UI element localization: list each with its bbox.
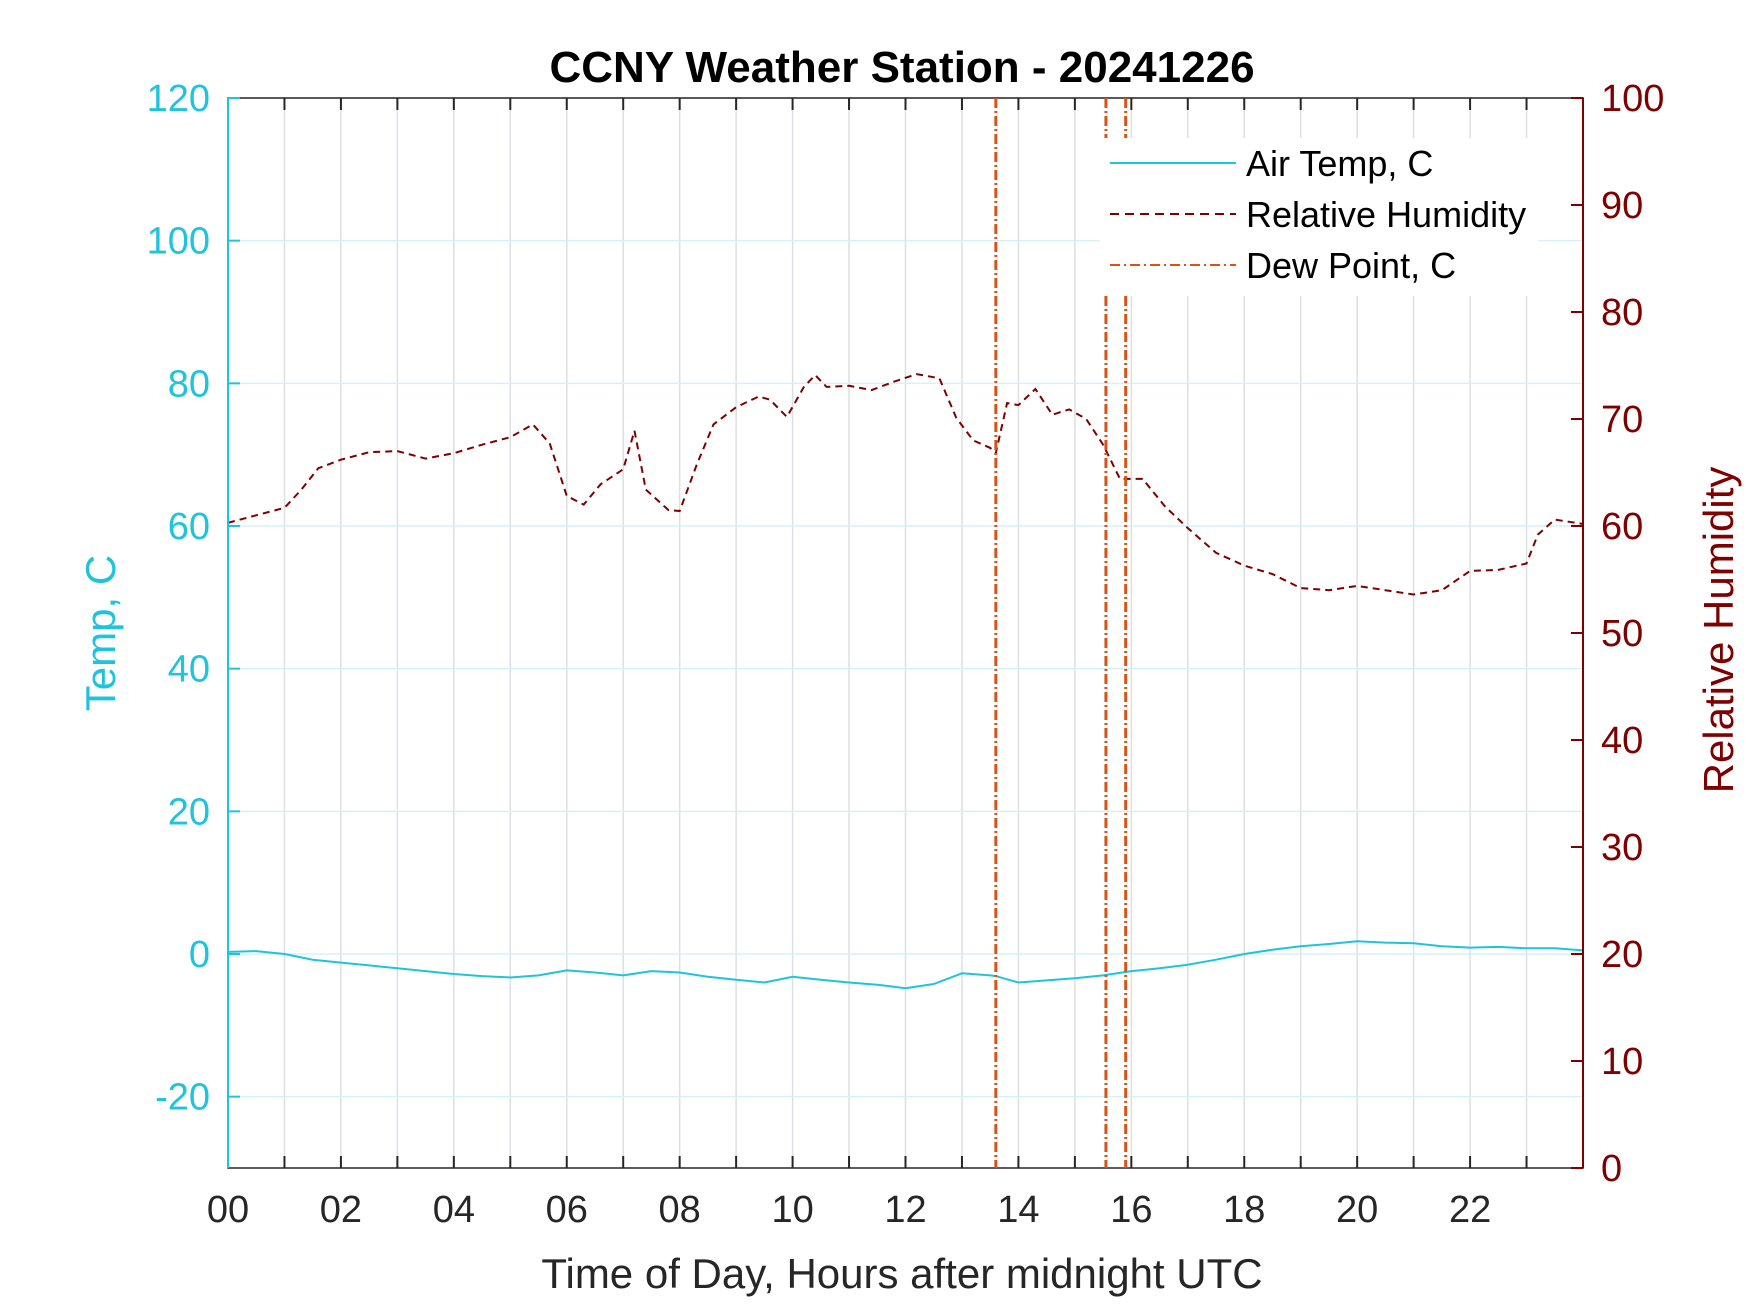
right-axis-tick-label: 30 <box>1601 827 1643 869</box>
x-axis-tick-label: 18 <box>1223 1189 1265 1231</box>
right-axis-tick-label: 20 <box>1601 934 1643 976</box>
right-axis-tick-label: 0 <box>1601 1148 1622 1190</box>
legend-label-air-temp: Air Temp, C <box>1246 143 1433 184</box>
left-axis-tick-label: 60 <box>168 506 210 548</box>
x-axis-tick-label: 14 <box>997 1189 1039 1231</box>
left-axis-tick-label: 40 <box>168 649 210 691</box>
vertical-grid <box>283 98 1528 1168</box>
left-axis-tick-label: -20 <box>155 1077 210 1119</box>
series-air-temp-line <box>227 940 1584 990</box>
x-axis: 00 02 04 06 08 10 12 14 16 18 20 22 <box>207 98 1528 1231</box>
x-axis-tick-label: 00 <box>207 1189 249 1231</box>
legend-label-relative-humidity: Relative Humidity <box>1246 194 1526 235</box>
x-axis-tick-label: 20 <box>1336 1189 1378 1231</box>
left-y-axis: -20 0 20 40 60 80 100 120 <box>147 78 240 1168</box>
x-axis-tick-label: 02 <box>320 1189 362 1231</box>
legend-label-dew-point: Dew Point, C <box>1246 245 1456 286</box>
x-axis-tick-label: 12 <box>884 1189 926 1231</box>
series-layer <box>227 98 1584 1168</box>
chart-title: CCNY Weather Station - 20241226 <box>549 43 1254 92</box>
x-axis-tick-label: 04 <box>433 1189 475 1231</box>
right-axis-tick-label: 10 <box>1601 1041 1643 1083</box>
left-y-axis-label: Temp, C <box>77 555 124 711</box>
series-relative-humidity-line <box>227 373 1584 596</box>
left-axis-tick-label: 20 <box>168 791 210 833</box>
right-axis-tick-label: 50 <box>1601 613 1643 655</box>
right-y-axis: 0 10 20 30 40 50 60 70 80 90 100 <box>1571 78 1664 1190</box>
legend-box <box>1100 138 1538 296</box>
legend: Air Temp, C Relative Humidity Dew Point,… <box>1100 138 1538 296</box>
right-axis-tick-label: 90 <box>1601 185 1643 227</box>
right-axis-tick-label: 100 <box>1601 78 1664 120</box>
x-axis-tick-label: 10 <box>771 1189 813 1231</box>
x-axis-label: Time of Day, Hours after midnight UTC <box>541 1250 1262 1297</box>
x-axis-tick-label: 16 <box>1110 1189 1152 1231</box>
x-axis-tick-label: 22 <box>1449 1189 1491 1231</box>
left-axis-tick-label: 0 <box>189 934 210 976</box>
left-axis-tick-label: 80 <box>168 363 210 405</box>
right-axis-tick-label: 80 <box>1601 292 1643 334</box>
left-axis-tick-label: 100 <box>147 221 210 263</box>
right-axis-tick-label: 40 <box>1601 720 1643 762</box>
right-axis-tick-label: 60 <box>1601 506 1643 548</box>
right-y-axis-label: Relative Humidity <box>1695 467 1742 794</box>
x-axis-tick-label: 08 <box>659 1189 701 1231</box>
x-axis-tick-label: 06 <box>546 1189 588 1231</box>
left-axis-tick-label: 120 <box>147 78 210 120</box>
right-axis-tick-label: 70 <box>1601 399 1643 441</box>
